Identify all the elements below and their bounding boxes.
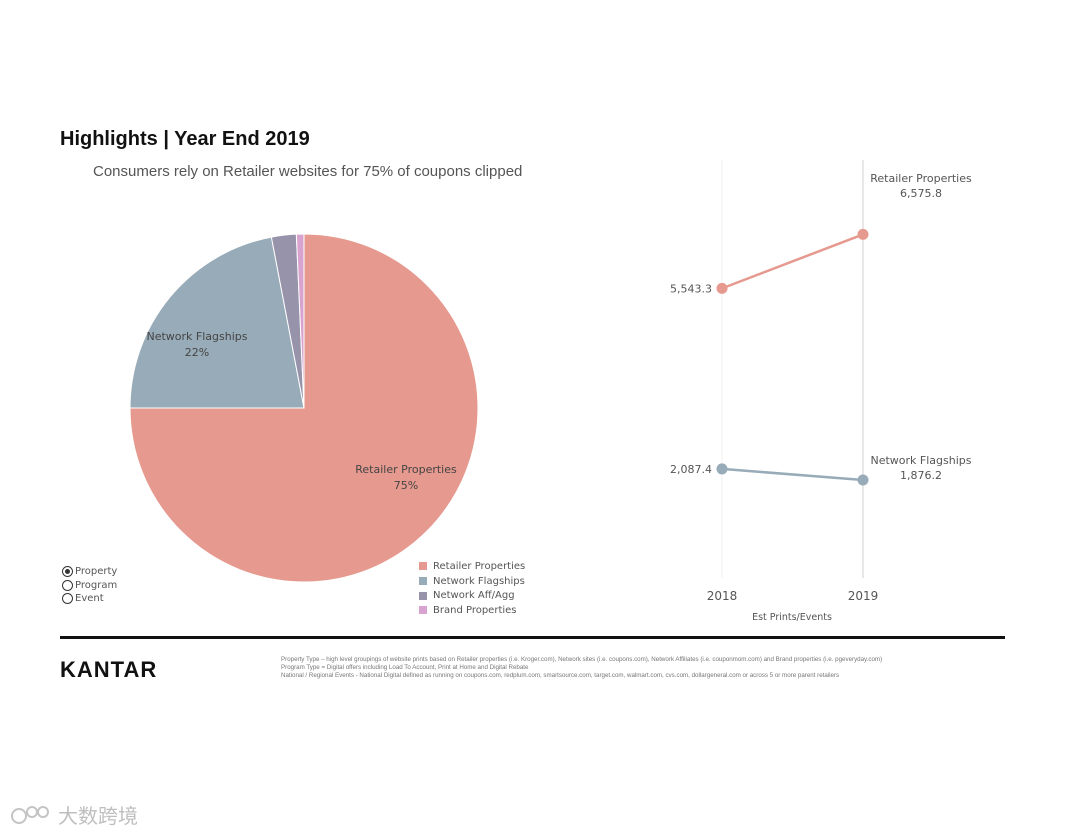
footnote-events: National / Regional Events - National Di… [281, 672, 840, 680]
series-line-retailer-properties [721, 233, 864, 290]
kantar-logo: KANTAR [60, 657, 158, 682]
filter-option-program[interactable]: Program [62, 579, 117, 593]
watermark-logo-icon [11, 805, 49, 824]
legend-swatch [419, 591, 427, 600]
legend-label: Network Flagships [433, 575, 525, 587]
pie-slice-brand-properties[interactable] [295, 233, 305, 409]
filter-option-property[interactable]: Property [62, 565, 117, 579]
x-tick-2019: 2019 [848, 589, 879, 603]
legend-item-brand-properties: Brand Properties [419, 603, 525, 618]
filter-option-label: Property [75, 566, 118, 578]
pie-label-network-flagships-value: 22% [185, 346, 209, 359]
footnotes: Property Type – high level groupings of … [281, 656, 1011, 681]
footnote-program-type: Program Type = Digital offers including … [281, 664, 529, 672]
watermark-text: 大数跨境 [58, 806, 138, 828]
page-title: Highlights | Year End 2019 [60, 128, 310, 150]
filter-option-label: Program [75, 579, 118, 591]
data-point-network-flagships-2018[interactable] [716, 463, 728, 475]
legend-item-retailer-properties: Retailer Properties [419, 559, 525, 574]
data-label-network-flagships-2019: 1,876.2 [900, 469, 942, 482]
pie-label-retailer-properties-value: 75% [394, 479, 418, 492]
x-axis-label: Est Prints/Events [752, 612, 832, 623]
radio-icon[interactable] [62, 593, 73, 605]
pie-slice-network-flagships[interactable] [129, 236, 305, 409]
legend-label: Retailer Properties [433, 560, 526, 572]
view-filter: Property Program Event [62, 565, 117, 606]
watermark: 大数跨境 [10, 800, 138, 829]
legend-item-network-flagships: Network Flagships [419, 574, 525, 589]
series-line-network-flagships [721, 467, 864, 482]
x-tick-2018: 2018 [707, 589, 738, 603]
legend-label: Network Aff/Agg [433, 590, 515, 602]
data-label-network-flagships-2018: 2,087.4 [670, 463, 712, 476]
legend-swatch [419, 577, 427, 586]
data-point-retailer-properties-2019[interactable] [857, 228, 869, 240]
legend-item-network-aff-agg: Network Aff/Agg [419, 588, 525, 603]
radio-selected-icon[interactable] [62, 566, 73, 578]
pie-slice-network-aff-agg[interactable] [270, 233, 305, 409]
data-point-retailer-properties-2018[interactable] [716, 282, 728, 294]
legend-swatch [419, 606, 427, 615]
filter-option-event[interactable]: Event [62, 592, 117, 606]
footnote-property-type: Property Type – high level groupings of … [281, 656, 883, 663]
data-label-retailer-properties-2019: 6,575.8 [900, 187, 942, 200]
pie-slice-retailer-properties[interactable] [129, 233, 479, 583]
pie-label-network-flagships-name: Network Flagships [146, 330, 247, 343]
filter-option-label: Event [75, 593, 104, 605]
footer-divider [60, 636, 1005, 639]
series-name-network-flagships: Network Flagships [870, 454, 971, 467]
series-name-retailer-properties: Retailer Properties [870, 172, 972, 185]
legend-swatch [419, 562, 427, 571]
pie-label-retailer-properties-name: Retailer Properties [355, 463, 457, 476]
page-subtitle: Consumers rely on Retailer websites for … [93, 163, 523, 180]
legend-label: Brand Properties [433, 604, 517, 616]
data-label-retailer-properties-2018: 5,543.3 [670, 282, 712, 295]
radio-icon[interactable] [62, 579, 73, 591]
data-point-network-flagships-2019[interactable] [857, 474, 869, 486]
pie-legend: Retailer Properties Network Flagships Ne… [419, 559, 525, 618]
